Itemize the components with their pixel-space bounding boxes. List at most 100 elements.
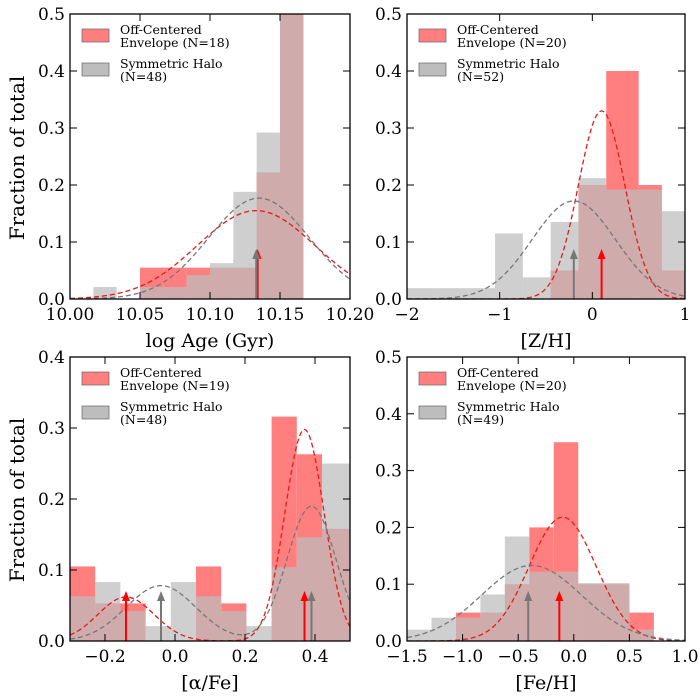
legend-swatch [418,405,447,420]
halo-bar [163,287,187,299]
envelope-fit-line [70,428,350,641]
panel-1: 10.00 10.05 10.10 10.15 10.20 0.0 0.1 0.2 0.3 0.4… [38,5,374,352]
y-tick-label: 0.2 [375,176,402,196]
envelope-arrow-head [597,249,606,259]
y-tick-label: 0.3 [38,119,65,139]
plot-area [407,442,685,641]
x-axis-label: log Age (Gyr) [146,330,275,352]
halo-bar [455,617,481,641]
x-tick-label: −2 [394,305,419,325]
y-tick-label: 0.5 [375,5,402,25]
halo-fit-line [70,505,350,640]
halo-bar [629,629,654,641]
halo-bar [407,288,440,299]
legend-label: (N=49) [457,412,504,427]
envelope-arrow-head [122,591,130,601]
envelope-fit-line [407,110,685,299]
axes-frame [406,356,686,642]
legend-swatch [81,405,110,420]
legend-label: Symmetric Halo [120,399,223,414]
halo-bar [70,596,96,641]
plot-area [70,416,350,641]
y-tick-label: 0.5 [38,5,65,25]
halo-bar [606,189,639,299]
x-tick-label: −1.0 [442,647,483,667]
legend-swatch [81,28,110,43]
legend-label: Symmetric Halo [457,56,560,71]
y-tick-label: 0.2 [375,518,402,538]
halo-arrow-head [157,591,165,601]
legend-label: Envelope (N=19) [120,378,230,393]
halo-bar [553,571,579,641]
y-tick-label: 0.3 [38,419,65,439]
halo-fit-line [407,200,685,299]
halo-bar [186,275,210,299]
legend-label: Symmetric Halo [457,399,560,414]
legend-label: Symmetric Halo [120,56,223,71]
y-tick-label: 0.3 [375,462,402,482]
halo-bar [661,211,685,299]
halo-fit-line [407,564,685,641]
x-tick-label: 0.0 [560,647,587,667]
x-tick-label: −0.2 [84,647,125,667]
halo-bar [296,537,322,641]
legend-label: Envelope (N=18) [120,35,230,50]
halo-bar [221,611,247,641]
halo-bar [210,263,234,299]
halo-bar [95,582,121,641]
halo-bar [145,626,171,641]
envelope-arrow-head [300,591,309,601]
halo-bar [280,14,304,299]
panel-4: −1.5 −1.0 −0.5 0.0 0.5 1.0 0.0 0.1 0.2 0.3 0.4 0.5 [… [375,348,699,694]
y-tick-label: 0.5 [375,348,402,368]
halo-arrow-head [307,591,316,601]
y-tick-label: 0.4 [38,62,65,82]
x-tick-label: 10.10 [186,305,235,325]
halo-bar [602,583,630,641]
x-tick-label: 10.20 [326,305,375,325]
panel-2: −2 −1 0 1 0.0 0.1 0.2 0.3 0.4 0.5 [Z/H] Off-Centere… [375,5,690,352]
halo-bar [504,536,530,641]
legend-label: (N=52) [457,69,504,84]
halo-arrow-head [569,249,578,259]
legend-label: Envelope (N=20) [457,35,567,50]
y-tick-label: 0.0 [375,290,402,310]
halo-bar [233,191,257,299]
plot-area [70,14,350,299]
halo-bar [140,287,164,299]
halo-bar [638,189,662,299]
legend-label: Envelope (N=20) [457,378,567,393]
halo-bar [522,277,551,299]
axes-frame [406,13,686,300]
x-tick-label: 1 [680,305,691,325]
y-axis-label-top: Fraction of total [5,76,29,241]
halo-arrow-head [524,591,533,601]
legend-label: Off-Centered [457,365,539,380]
x-tick-label: 10.05 [116,305,165,325]
halo-bar [431,617,456,641]
halo-bar [439,288,468,299]
plot-area [407,71,685,299]
x-tick-label: 0 [587,305,598,325]
legend-label: Off-Centered [120,22,202,37]
legend-swatch [81,62,110,77]
halo-arrow-head [252,249,261,259]
halo-bar [271,567,297,641]
legend-label: (N=48) [120,69,167,84]
y-tick-label: 0.0 [375,632,402,652]
halo-bar [170,582,196,641]
y-tick-label: 0.1 [375,233,402,253]
x-tick-label: 0.4 [301,647,328,667]
legend-label: Off-Centered [457,22,539,37]
legend-swatch [418,28,447,43]
y-tick-label: 0.1 [38,233,65,253]
halo-bar [480,594,505,641]
y-tick-label: 0.1 [375,575,402,595]
halo-bar [467,288,496,299]
x-tick-label: 0.5 [616,647,643,667]
